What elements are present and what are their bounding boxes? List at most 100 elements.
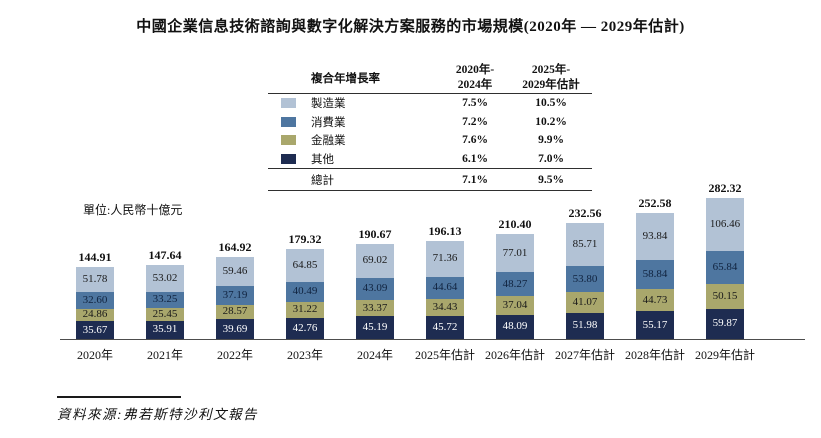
bar-segment: 44.64 [426, 276, 464, 299]
legend-value-2025-2029: 7.0% [538, 152, 564, 165]
bar-segment: 64.85 [286, 249, 324, 282]
cagr-legend-table: 複合年增長率 2020年- 2024年 2025年- 2029年估計 製造業 7.… [268, 62, 592, 191]
bar-segment: 34.43 [426, 298, 464, 317]
legend-rows: 製造業 7.5% 10.5% 消費業 7.2% 10.2% 金融業 7.6% 9.9% 其他 6.1… [268, 94, 592, 168]
source-note: 資料來源:弗若斯特沙利文報告 [57, 407, 258, 422]
bar-segment: 53.02 [146, 265, 184, 292]
legend-color-swatch [281, 153, 296, 164]
x-axis-label: 2020年 [76, 348, 113, 362]
legend-total-row: 總計 7.1% 9.5% [268, 168, 592, 191]
bar-total-label: 282.32 [708, 180, 742, 195]
bar-total-label: 196.13 [428, 223, 462, 238]
bar-segment: 93.84 [636, 212, 674, 260]
stacked-bar: 77.01 48.27 37.04 48.09 [496, 233, 534, 339]
x-axis-label: 2022年 [216, 348, 253, 362]
unit-label: 單位:人民幣十億元 [83, 203, 183, 217]
x-axis-label: 2029年估計 [694, 348, 755, 362]
x-axis-label: 2024年 [356, 348, 393, 362]
legend-series-label: 其他 [311, 153, 334, 166]
bar-total-label: 210.40 [498, 216, 532, 231]
legend-value-2025-2029: 9.9% [538, 134, 564, 147]
x-axis-label: 2021年 [146, 348, 183, 362]
bar-total-label: 164.92 [218, 239, 252, 254]
source-divider [57, 396, 181, 398]
bar-segment: 37.04 [496, 296, 534, 315]
bar-total-label: 190.67 [358, 226, 392, 241]
chart-title: 中國企業信息技術諮詢與數字化解決方案服務的市場規模(2020年 — 2029年估… [136, 19, 685, 35]
bar-segment: 69.02 [356, 243, 394, 279]
x-axis-label: 2023年 [286, 348, 323, 362]
x-axis-line [60, 339, 805, 340]
legend-color-swatch [281, 98, 296, 109]
stacked-bar: 53.02 33.25 25.45 35.91 [146, 265, 184, 339]
bar-segment: 58.84 [636, 259, 674, 290]
bar-segment: 51.98 [566, 312, 604, 339]
legend-row: 金融業 7.6% 9.9% [268, 131, 592, 150]
stacked-bar: 51.78 32.60 24.86 35.67 [76, 266, 114, 339]
bar-segment: 39.69 [216, 319, 254, 339]
bar-segment: 33.25 [146, 291, 184, 309]
bar-segment: 44.73 [636, 289, 674, 312]
stacked-bar: 106.46 65.84 50.15 59.87 [706, 197, 744, 339]
bar-total-label: 179.32 [288, 232, 322, 247]
bar-segment: 51.78 [76, 266, 114, 293]
stacked-bar: 71.36 44.64 34.43 45.72 [426, 240, 464, 339]
bar-segment: 25.45 [146, 308, 184, 322]
bar-segment: 37.19 [216, 286, 254, 305]
x-axis-label: 2025年估計 [414, 348, 475, 362]
legend-value-2020-2024: 7.5% [462, 97, 488, 110]
bar-total-label: 232.56 [568, 205, 602, 220]
bar-segment: 55.17 [636, 311, 674, 339]
legend-series-label: 製造業 [311, 98, 346, 111]
legend-color-swatch [281, 135, 296, 146]
legend-row: 消費業 7.2% 10.2% [268, 113, 592, 132]
bar-segment: 77.01 [496, 233, 534, 273]
bar-segment: 50.15 [706, 283, 744, 310]
stacked-bar: 59.46 37.19 28.57 39.69 [216, 256, 254, 339]
legend-total-value-2020-2024: 7.1% [462, 173, 488, 186]
bar-segment: 53.80 [566, 265, 604, 293]
bar-total-label: 147.64 [148, 248, 182, 263]
stacked-bar: 69.02 43.09 33.37 45.19 [356, 243, 394, 339]
legend-table-header: 複合年增長率 2020年- 2024年 2025年- 2029年估計 [268, 62, 592, 94]
legend-row: 製造業 7.5% 10.5% [268, 94, 592, 113]
stacked-bar: 64.85 40.49 31.22 42.76 [286, 249, 324, 339]
legend-value-2020-2024: 6.1% [462, 152, 488, 165]
bar-segment: 35.67 [76, 321, 114, 339]
bar-segment: 65.84 [706, 251, 744, 284]
legend-series-label: 金融業 [311, 135, 346, 148]
bar-segment: 45.72 [426, 316, 464, 339]
stacked-bar: 85.71 53.80 41.07 51.98 [566, 222, 604, 339]
legend-value-2025-2029: 10.5% [535, 97, 567, 110]
x-axis-label: 2027年估計 [554, 348, 615, 362]
bar-segment: 32.60 [76, 292, 114, 309]
bar-total-label: 144.91 [78, 249, 112, 264]
legend-value-2025-2029: 10.2% [535, 115, 567, 128]
bar-segment: 59.46 [216, 256, 254, 287]
bar-segment: 59.87 [706, 309, 744, 339]
bar-total-label: 252.58 [638, 195, 672, 210]
bar-segment: 45.19 [356, 316, 394, 339]
bar-segment: 33.37 [356, 299, 394, 317]
bar-segment: 40.49 [286, 281, 324, 302]
bar-segment: 106.46 [706, 197, 744, 252]
stacked-bar: 93.84 58.84 44.73 55.17 [636, 212, 674, 339]
legend-total-label: 總計 [311, 174, 334, 187]
bar-segment: 85.71 [566, 222, 604, 266]
bar-segment: 28.57 [216, 304, 254, 320]
bar-segment: 41.07 [566, 292, 604, 313]
bar-segment: 31.22 [286, 301, 324, 318]
x-axis-label: 2028年估計 [624, 348, 685, 362]
legend-row: 其他 6.1% 7.0% [268, 150, 592, 169]
legend-value-2020-2024: 7.6% [462, 134, 488, 147]
bar-segment: 43.09 [356, 278, 394, 300]
bar-segment: 48.27 [496, 272, 534, 297]
bar-segment: 42.76 [286, 317, 324, 339]
legend-header-period-2020-2024: 2020年- 2024年 [455, 64, 495, 91]
bar-segment: 35.91 [146, 321, 184, 339]
bar-segment: 48.09 [496, 314, 534, 339]
legend-value-2020-2024: 7.2% [462, 115, 488, 128]
legend-total-value-2025-2029: 9.5% [538, 173, 564, 186]
legend-color-swatch [281, 116, 296, 127]
legend-series-label: 消費業 [311, 116, 346, 129]
